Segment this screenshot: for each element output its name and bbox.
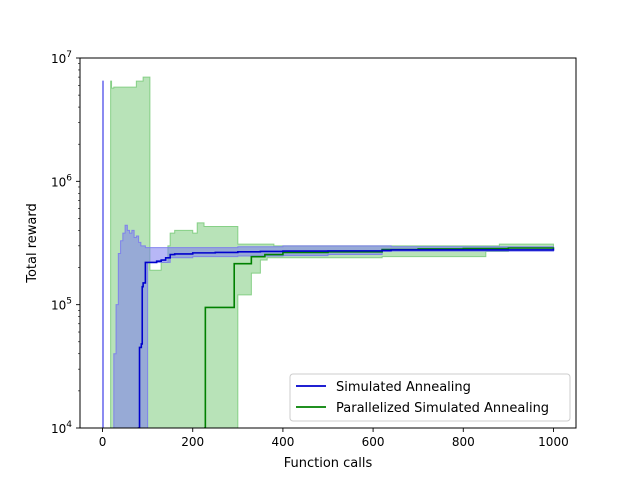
legend-frame — [289, 373, 571, 422]
y-axis: 104 105 106 107 — [51, 50, 80, 436]
x-axis-label: Function calls — [284, 456, 373, 471]
x-tick-label: 600 — [362, 435, 385, 449]
x-tick-label: 800 — [452, 435, 475, 449]
series-layer — [102, 76, 555, 428]
x-tick-label: 200 — [181, 435, 204, 449]
band-simulated-annealing — [102, 80, 554, 428]
x-tick-label: 0 — [99, 435, 107, 449]
x-tick-label: 400 — [271, 435, 294, 449]
y-tick-label: 105 — [51, 297, 72, 313]
y-axis-label: Total reward — [25, 203, 40, 284]
legend-label-parallelized-simulated-annealing: Parallelized Simulated Annealing — [336, 401, 549, 416]
legend-label-simulated-annealing: Simulated Annealing — [336, 380, 471, 395]
series-line-parallelized-simulated-annealing — [204, 247, 555, 428]
y-tick-label: 107 — [51, 50, 72, 66]
legend: Simulated Annealing Parallelized Simulat… — [289, 373, 571, 422]
plot-frame — [79, 57, 577, 429]
y-tick-label: 104 — [51, 420, 72, 436]
x-tick-label: 1000 — [538, 435, 569, 449]
series-line-simulated-annealing — [137, 248, 555, 428]
x-axis: 0 200 400 600 800 1000 — [99, 428, 569, 449]
y-tick-label: 106 — [51, 173, 72, 189]
